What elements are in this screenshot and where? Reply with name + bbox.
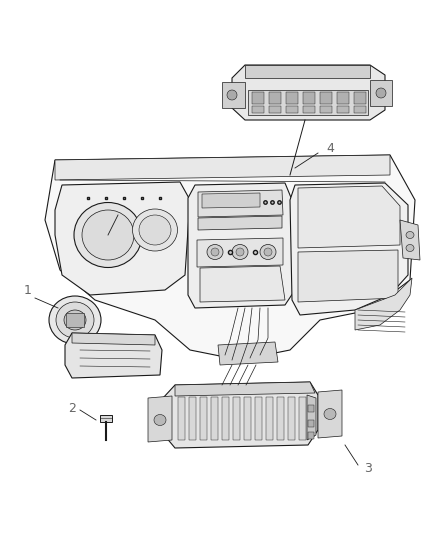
Polygon shape xyxy=(286,106,298,113)
Polygon shape xyxy=(175,382,315,396)
Polygon shape xyxy=(298,186,400,248)
Ellipse shape xyxy=(264,248,272,256)
Polygon shape xyxy=(298,250,398,302)
Polygon shape xyxy=(218,342,278,365)
Ellipse shape xyxy=(227,90,237,100)
Polygon shape xyxy=(200,266,285,302)
Polygon shape xyxy=(148,396,172,442)
Ellipse shape xyxy=(56,302,94,338)
Polygon shape xyxy=(100,415,112,422)
Polygon shape xyxy=(163,382,318,448)
Polygon shape xyxy=(188,183,295,308)
Polygon shape xyxy=(211,397,218,440)
Polygon shape xyxy=(72,333,155,345)
Polygon shape xyxy=(400,220,420,260)
Polygon shape xyxy=(370,80,392,106)
Ellipse shape xyxy=(406,231,414,238)
Ellipse shape xyxy=(376,88,386,98)
Ellipse shape xyxy=(207,245,223,260)
Text: 4: 4 xyxy=(326,141,334,155)
Polygon shape xyxy=(222,397,229,440)
Polygon shape xyxy=(55,182,190,295)
Polygon shape xyxy=(248,90,368,115)
Polygon shape xyxy=(269,92,281,104)
Polygon shape xyxy=(308,405,314,412)
Polygon shape xyxy=(355,278,412,330)
Ellipse shape xyxy=(74,203,142,268)
Text: 1: 1 xyxy=(24,284,32,296)
Ellipse shape xyxy=(154,415,166,425)
Polygon shape xyxy=(354,92,366,104)
Polygon shape xyxy=(200,397,207,440)
Polygon shape xyxy=(252,92,264,104)
Polygon shape xyxy=(45,155,415,360)
Polygon shape xyxy=(288,397,295,440)
Ellipse shape xyxy=(64,310,86,330)
Polygon shape xyxy=(269,106,281,113)
Polygon shape xyxy=(197,238,283,267)
Polygon shape xyxy=(189,397,196,440)
Polygon shape xyxy=(303,106,315,113)
Polygon shape xyxy=(286,92,298,104)
Polygon shape xyxy=(233,397,240,440)
Polygon shape xyxy=(244,397,251,440)
Ellipse shape xyxy=(406,245,414,252)
Polygon shape xyxy=(299,397,306,440)
Polygon shape xyxy=(290,183,408,315)
Polygon shape xyxy=(277,397,284,440)
Polygon shape xyxy=(308,432,314,439)
Polygon shape xyxy=(354,106,366,113)
Text: 3: 3 xyxy=(364,462,372,474)
Ellipse shape xyxy=(82,210,134,260)
Polygon shape xyxy=(320,92,332,104)
Polygon shape xyxy=(232,65,385,120)
Polygon shape xyxy=(252,106,264,113)
Polygon shape xyxy=(308,420,314,427)
Ellipse shape xyxy=(260,245,276,260)
Polygon shape xyxy=(178,397,185,440)
Ellipse shape xyxy=(324,408,336,419)
Ellipse shape xyxy=(49,296,101,344)
Polygon shape xyxy=(65,333,162,378)
Polygon shape xyxy=(337,92,349,104)
Polygon shape xyxy=(307,395,316,440)
Polygon shape xyxy=(320,106,332,113)
Polygon shape xyxy=(198,216,282,230)
Polygon shape xyxy=(255,397,262,440)
Polygon shape xyxy=(245,65,370,78)
Polygon shape xyxy=(337,106,349,113)
Ellipse shape xyxy=(139,215,171,245)
Polygon shape xyxy=(303,92,315,104)
Ellipse shape xyxy=(133,209,177,251)
Ellipse shape xyxy=(232,245,248,260)
Polygon shape xyxy=(266,397,273,440)
Polygon shape xyxy=(222,82,245,108)
Polygon shape xyxy=(198,190,283,217)
Ellipse shape xyxy=(211,248,219,256)
Polygon shape xyxy=(66,313,84,327)
Polygon shape xyxy=(202,193,260,208)
Text: 2: 2 xyxy=(68,401,76,415)
Ellipse shape xyxy=(236,248,244,256)
Polygon shape xyxy=(318,390,342,438)
Polygon shape xyxy=(55,155,390,180)
